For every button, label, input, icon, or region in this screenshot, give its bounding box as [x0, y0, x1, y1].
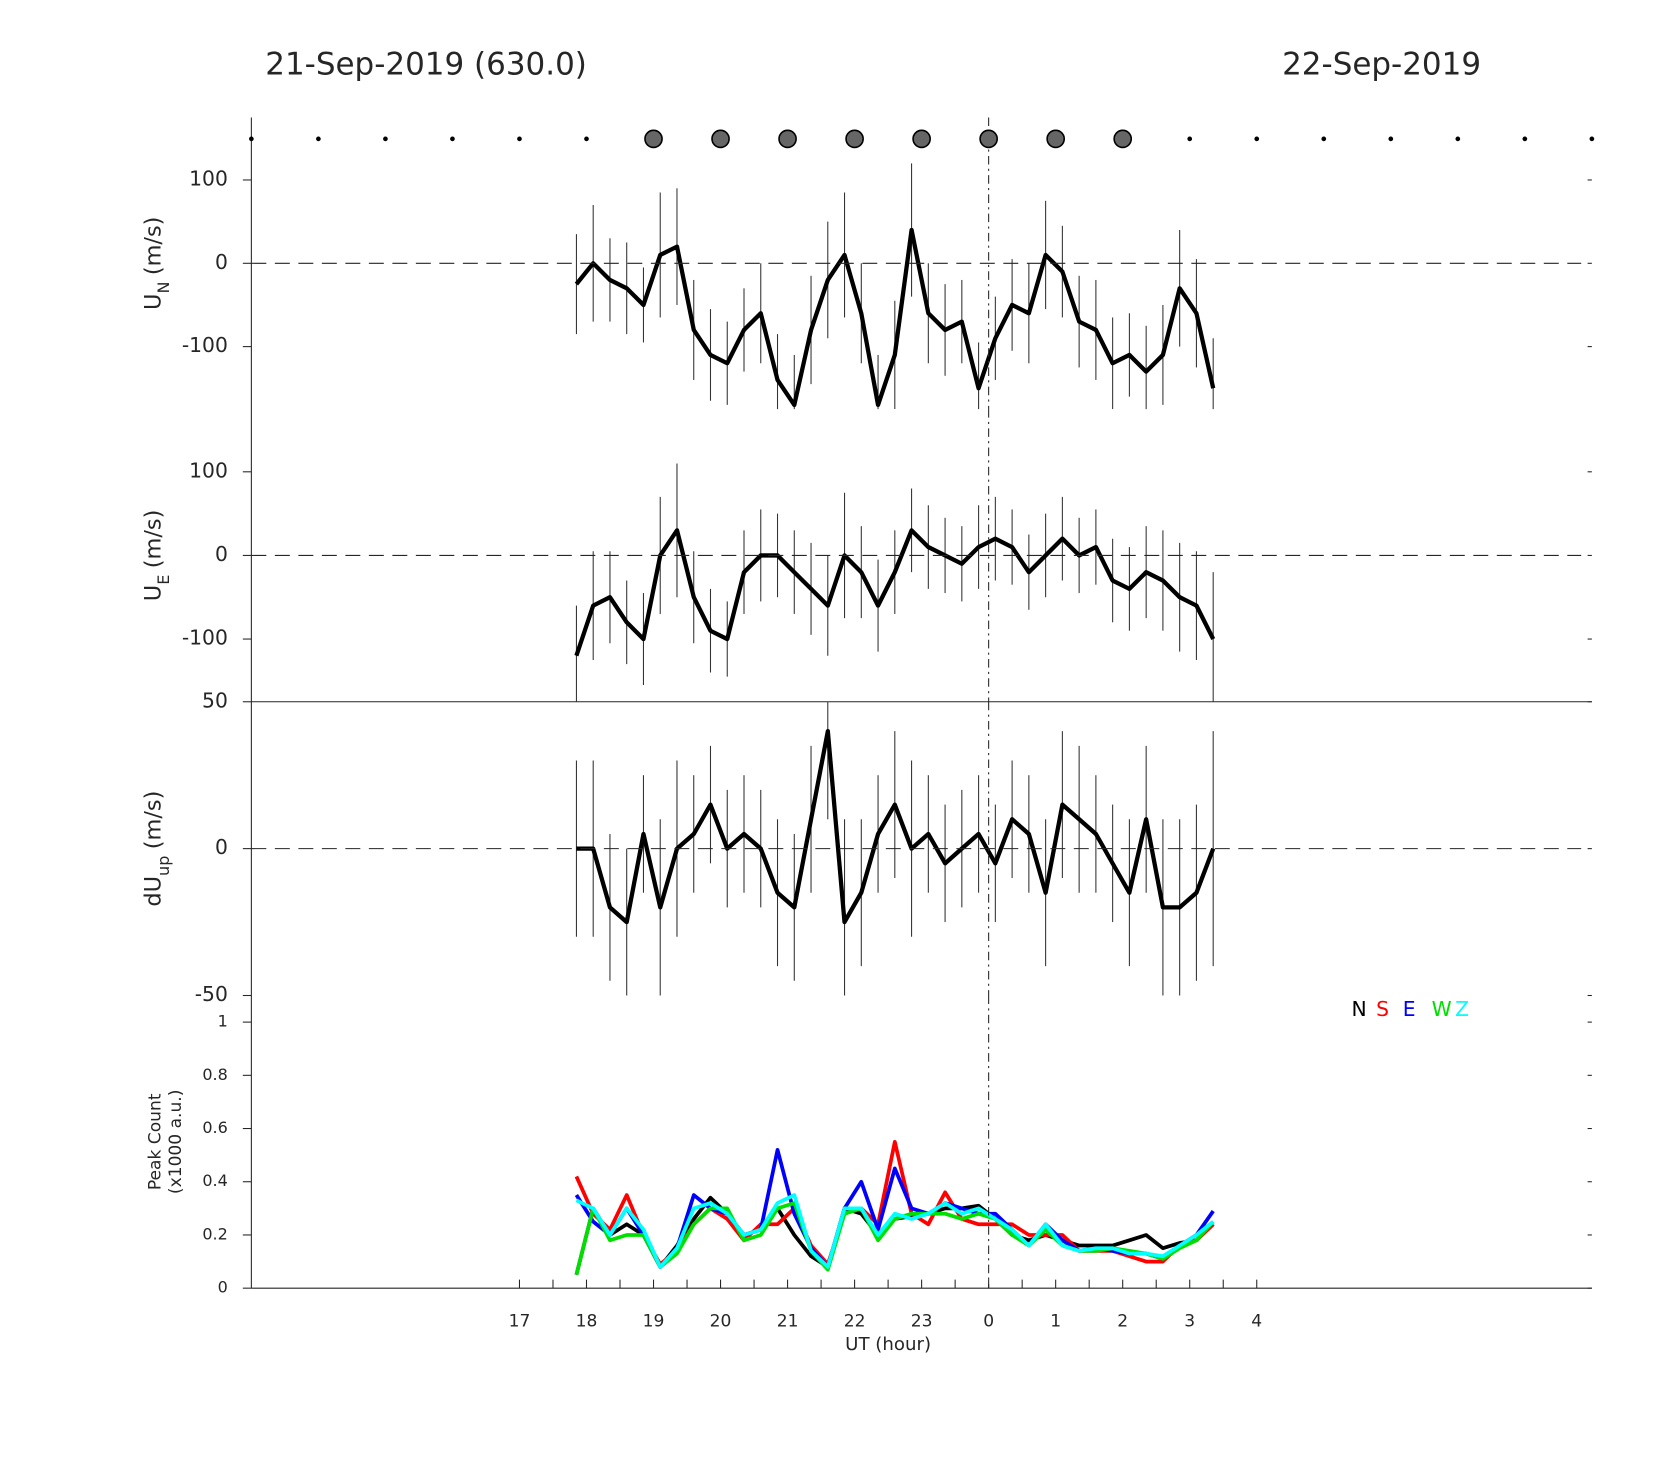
y-label-main: U: [141, 585, 167, 601]
x-tick-label: 0: [983, 1311, 994, 1331]
panel: [574, 163, 1216, 410]
hour-marker-small: [1522, 136, 1528, 142]
y-tick-label: 100: [189, 166, 228, 190]
hour-marker-large: [845, 129, 864, 149]
x-tick-label: 18: [576, 1311, 598, 1331]
hour-marker-small: [517, 136, 522, 142]
data-line: [576, 729, 1216, 925]
y-tick-label: 100: [189, 458, 228, 482]
legend-entry: E: [1403, 997, 1416, 1021]
panel: [574, 1139, 1215, 1276]
data-line: [574, 227, 1216, 408]
y-tick-label: 0.2: [202, 1224, 227, 1243]
hour-marker-large: [979, 129, 998, 149]
x-tick-label: 3: [1184, 1311, 1195, 1331]
y-tick-label: 0.4: [202, 1171, 227, 1190]
x-tick-label: 2: [1117, 1311, 1128, 1331]
y-label-sub: N: [154, 282, 173, 294]
y-axis-label: (x1000 a.u.): [166, 1090, 186, 1194]
hour-marker-small: [1254, 136, 1260, 142]
data-line: [575, 1193, 1215, 1269]
y-tick-label: -100: [182, 626, 228, 650]
y-label-sub: E: [154, 575, 173, 585]
x-tick-label: 1: [1050, 1311, 1061, 1331]
y-tick-label: -100: [182, 333, 228, 357]
x-axis-label: UT (hour): [845, 1334, 931, 1355]
y-label-unit: (m/s): [141, 791, 167, 850]
y-axis-label: Peak Count: [146, 1093, 166, 1190]
x-tick-label: 22: [844, 1311, 866, 1331]
y-label-sub: up: [154, 856, 173, 876]
hour-marker-small: [383, 136, 388, 142]
hour-marker-small: [1321, 136, 1327, 142]
x-tick-label: 20: [710, 1311, 732, 1331]
y-tick-label: 0: [218, 1278, 228, 1297]
y-label-unit: (m/s): [141, 510, 167, 569]
legend-entry: S: [1376, 997, 1389, 1021]
legend-entry: W: [1432, 997, 1452, 1021]
y-tick-label: 0: [215, 250, 228, 274]
hour-marker-large: [1046, 129, 1066, 149]
hour-marker-large: [778, 129, 797, 149]
x-tick-label: 19: [643, 1311, 665, 1331]
hour-marker-large: [644, 129, 663, 149]
legend-entry: N: [1352, 997, 1367, 1021]
y-axis-label: dUup (m/s): [141, 791, 174, 907]
hour-marker-small: [1589, 136, 1595, 142]
y-label-main: dU: [141, 876, 167, 907]
panel: [575, 701, 1216, 996]
hour-marker-small: [249, 136, 254, 142]
y-tick-label: 1: [218, 1012, 228, 1031]
x-tick-label: 17: [509, 1311, 531, 1331]
hour-marker-large: [711, 129, 730, 149]
title-right: 22-Sep-2019: [1282, 47, 1481, 83]
hour-marker-small: [584, 136, 589, 142]
y-tick-label: 0: [215, 542, 228, 566]
x-tick-label: 4: [1251, 1311, 1262, 1331]
data-line: [574, 1195, 1215, 1276]
data-line: [574, 528, 1216, 657]
hour-marker-large: [912, 129, 931, 149]
y-tick-label: 50: [202, 688, 228, 712]
legend-entry: Z: [1455, 997, 1469, 1021]
panel: [574, 463, 1216, 702]
x-tick-label: 23: [911, 1311, 933, 1331]
y-tick-label: 0.6: [202, 1118, 227, 1137]
y-label-main: U: [141, 294, 167, 310]
y-axis-label: UE (m/s): [141, 510, 174, 602]
hour-marker-small: [1187, 136, 1193, 142]
hour-marker-small: [1388, 136, 1394, 142]
x-tick-label: 21: [777, 1311, 799, 1331]
y-axis-label: UN (m/s): [141, 217, 174, 310]
title-left: 21-Sep-2019 (630.0): [265, 47, 587, 83]
hour-marker-large: [1113, 129, 1133, 149]
y-tick-label: 0: [215, 835, 228, 859]
y-tick-label: -50: [195, 982, 228, 1006]
y-tick-label: 0.8: [202, 1065, 227, 1084]
hour-marker-small: [316, 136, 321, 142]
hour-marker-small: [1455, 136, 1461, 142]
hour-marker-small: [450, 136, 455, 142]
y-label-unit: (m/s): [141, 217, 167, 276]
